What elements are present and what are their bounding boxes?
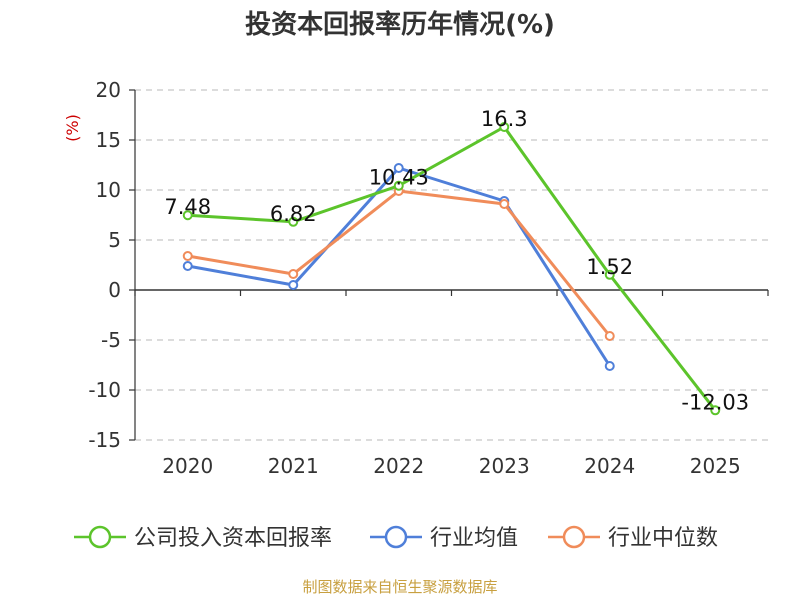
y-tick-label: 15 <box>96 128 121 152</box>
data-point <box>288 269 299 279</box>
y-tick-label: -15 <box>88 428 121 452</box>
source-note: 制图数据来自恒生聚源数据库 <box>302 578 497 596</box>
data-point <box>182 251 193 261</box>
data-label: 10.43 <box>369 166 429 190</box>
y-tick-label: 0 <box>108 278 121 302</box>
x-tick-label: 2023 <box>479 454 530 478</box>
legend: 公司投入资本回报率 行业均值 行业中位数 <box>74 525 718 551</box>
data-point <box>604 331 615 341</box>
x-tick-label: 2025 <box>690 454 741 478</box>
series-lines <box>182 122 721 416</box>
data-label: 6.82 <box>270 202 317 226</box>
y-tick-label: -5 <box>101 328 121 352</box>
x-tick-label: 2021 <box>268 454 319 478</box>
legend-label: 行业中位数 <box>608 526 718 551</box>
chart-title: 投资本回报率历年情况(%) <box>245 9 555 40</box>
data-point <box>182 261 193 271</box>
x-tick-label: 2024 <box>584 454 635 478</box>
y-axis-unit: (%) <box>63 114 82 142</box>
legend-marker <box>562 525 586 549</box>
data-labels: 7.48 6.82 10.43 16.3 1.52 -12.03 <box>164 107 749 414</box>
x-tick-label: 2022 <box>373 454 424 478</box>
data-label: 16.3 <box>481 107 528 131</box>
series-line <box>187 125 717 412</box>
legend-label: 公司投入资本回报率 <box>134 526 332 551</box>
data-label: 7.48 <box>164 195 211 219</box>
data-point <box>182 210 193 221</box>
data-point <box>288 280 299 290</box>
x-tick-labels: 2020 2021 2022 2023 2024 2025 <box>162 454 740 478</box>
legend-marker <box>88 525 112 549</box>
data-point <box>604 269 615 280</box>
data-point <box>288 216 299 227</box>
data-point <box>393 180 404 191</box>
data-label: -12.03 <box>681 390 749 414</box>
data-label: 1.52 <box>586 255 633 279</box>
data-point <box>499 199 510 209</box>
y-tick-label: 10 <box>96 178 121 202</box>
grid-lines <box>135 89 768 441</box>
y-tick-label: 20 <box>96 78 121 102</box>
data-point <box>393 163 404 173</box>
x-tick-label: 2020 <box>162 454 213 478</box>
y-tick-label: 5 <box>108 228 121 252</box>
legend-label: 行业均值 <box>430 526 518 551</box>
y-tick-label: -10 <box>88 378 121 402</box>
axes <box>129 89 769 441</box>
data-point <box>499 122 510 132</box>
data-point <box>710 405 721 416</box>
y-tick-labels: 20 15 10 5 0 -5 -10 -15 <box>88 78 121 452</box>
data-point <box>604 361 615 371</box>
series-line <box>187 189 611 337</box>
legend-marker <box>384 525 408 549</box>
